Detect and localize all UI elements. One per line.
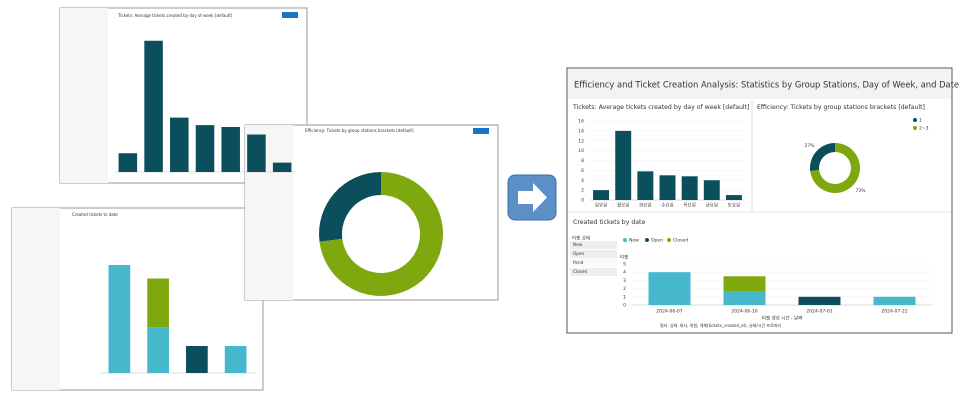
x-tick-label: 금요일 <box>706 202 718 209</box>
legend-label[interactable]: 1 <box>919 118 922 124</box>
y-tick-label: 4 <box>581 178 584 184</box>
bar <box>637 171 654 200</box>
chart-title: Created tickets by date <box>573 219 645 226</box>
x-axis-title: 티켓 생성 시간 - 날짜 <box>762 315 802 322</box>
y-tick-label: 1 <box>623 294 626 300</box>
y-tick-label: 14 <box>578 128 584 134</box>
bar-segment <box>147 278 169 328</box>
y-tick-label: 3 <box>623 278 626 284</box>
legend-label[interactable]: Open <box>651 238 663 244</box>
bar <box>681 176 698 200</box>
filter-item: Closed <box>573 269 587 274</box>
thumbnail-sidebar <box>60 8 108 183</box>
x-tick-label: 수요일 <box>661 202 673 209</box>
legend-marker <box>623 238 627 242</box>
chart-title: Tickets: Average tickets created by day … <box>572 104 749 111</box>
bar-segment <box>873 296 916 305</box>
legend-label[interactable]: Closed <box>673 238 688 244</box>
x-tick-label: 일요일 <box>595 202 607 209</box>
pie-slice <box>810 143 835 172</box>
bar <box>615 130 632 200</box>
bar <box>144 40 163 172</box>
chart-title: Efficiency: Tickets by group stations br… <box>757 104 925 111</box>
filter-item: Pend <box>573 260 584 265</box>
pie-slice <box>319 172 443 296</box>
legend-marker <box>913 118 917 122</box>
bar-segment <box>108 265 131 373</box>
bar-segment <box>723 276 766 292</box>
x-tick-label: 2024-06-10 <box>731 309 757 315</box>
filter-item: New <box>573 242 583 247</box>
filter-header: 티켓 상태 <box>572 235 590 242</box>
legend-marker <box>913 126 917 130</box>
legend-marker <box>667 238 671 242</box>
pie-slice <box>810 143 860 193</box>
y-tick-label: 2 <box>581 188 584 194</box>
y-tick-label: 10 <box>578 148 584 154</box>
x-tick-label: 2024-07-01 <box>806 309 832 315</box>
thumbnail-button <box>473 128 489 134</box>
legend-label[interactable]: 2~3 <box>919 126 929 132</box>
dashboard-header <box>568 69 951 99</box>
bar <box>703 180 720 200</box>
data-label: 73% <box>855 188 866 194</box>
pie-slice <box>319 172 381 242</box>
filter-item-bg[interactable] <box>570 241 617 249</box>
bar-segment <box>147 327 169 373</box>
bar-segment <box>186 346 208 373</box>
x-tick-label: 목요일 <box>683 202 695 209</box>
filter-item-bg[interactable] <box>570 250 617 258</box>
bar <box>170 117 189 172</box>
y-tick-label: 2 <box>623 286 626 292</box>
bar-segment <box>224 346 247 373</box>
y-tick-label: 0 <box>623 303 626 309</box>
legend-marker <box>645 238 649 242</box>
x-tick-label: 토요일 <box>728 202 740 209</box>
y-tick-label: 8 <box>581 158 584 164</box>
bar <box>659 175 676 200</box>
filter-item-bg[interactable] <box>570 259 617 267</box>
y-tick-label: 6 <box>581 168 584 174</box>
x-tick-label: 월요일 <box>617 202 629 209</box>
bar <box>195 125 215 172</box>
legend-label[interactable]: New <box>629 238 639 244</box>
x-tick-label: 2024-06-07 <box>656 309 682 315</box>
thumbnail-title: Efficiency: Tickets by group stations br… <box>305 128 414 133</box>
y-tick-label: 12 <box>578 138 584 144</box>
y-axis-title: 티켓 <box>620 254 628 261</box>
filter-item-bg[interactable] <box>570 268 617 276</box>
footer: 필터: 상태, 회사, 위험, 개체(tickets_created_at), … <box>660 322 782 328</box>
thumbnail-sidebar <box>12 208 60 390</box>
y-tick-label: 5 <box>623 262 626 268</box>
bar <box>272 162 292 172</box>
data-label: 27% <box>804 143 815 149</box>
thumbnail-button <box>282 12 298 18</box>
bar-segment <box>798 296 841 305</box>
x-tick-label: 화요일 <box>639 202 651 209</box>
bar <box>593 190 610 200</box>
bar-segment <box>723 291 766 305</box>
dashboard-title: Efficiency and Ticket Creation Analysis:… <box>574 80 959 90</box>
filter-item: Open <box>573 251 585 256</box>
bar-segment <box>648 272 691 305</box>
bar <box>725 195 742 200</box>
y-tick-label: 0 <box>581 198 584 204</box>
x-tick-label: 2024-07-22 <box>881 309 907 315</box>
bar <box>118 153 138 172</box>
y-tick-label: 16 <box>578 119 584 125</box>
y-tick-label: 4 <box>623 270 626 276</box>
bar <box>221 127 240 172</box>
thumbnail-title: Tickets: Average tickets created by day … <box>117 13 233 18</box>
thumbnail-title: Created tickets to date <box>72 212 118 217</box>
arrow-shape <box>518 183 547 212</box>
bar <box>247 134 266 172</box>
